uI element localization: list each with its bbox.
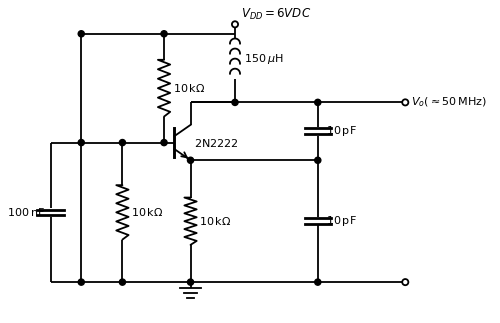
Text: $10\,\mathrm{k\Omega}$: $10\,\mathrm{k\Omega}$ (199, 215, 232, 227)
Text: $V_{DD} = 6VDC$: $V_{DD} = 6VDC$ (240, 7, 311, 22)
Text: $2\mathrm{N}2222$: $2\mathrm{N}2222$ (194, 137, 239, 149)
Text: $10\,\mathrm{pF}$: $10\,\mathrm{pF}$ (326, 214, 357, 228)
Text: $10\,\mathrm{k\Omega}$: $10\,\mathrm{k\Omega}$ (172, 82, 205, 94)
Circle shape (402, 279, 408, 285)
Circle shape (78, 31, 84, 37)
Circle shape (402, 99, 408, 105)
Circle shape (314, 99, 321, 105)
Text: $150\,\mu\mathrm{H}$: $150\,\mu\mathrm{H}$ (244, 52, 284, 66)
Text: $100\,\mathrm{nF}$: $100\,\mathrm{nF}$ (7, 206, 45, 218)
Circle shape (161, 31, 167, 37)
Circle shape (232, 21, 238, 27)
Circle shape (78, 279, 84, 285)
Circle shape (314, 279, 321, 285)
Circle shape (188, 279, 194, 285)
Text: $10\,\mathrm{pF}$: $10\,\mathrm{pF}$ (326, 124, 357, 138)
Circle shape (120, 140, 126, 146)
Text: $10\,\mathrm{k\Omega}$: $10\,\mathrm{k\Omega}$ (131, 206, 164, 218)
Circle shape (120, 279, 126, 285)
Circle shape (314, 157, 321, 163)
Circle shape (188, 157, 194, 163)
Text: $V_o(\approx 50\,\mathrm{MHz})$: $V_o(\approx 50\,\mathrm{MHz})$ (411, 96, 487, 109)
Circle shape (161, 140, 167, 146)
Circle shape (78, 140, 84, 146)
Circle shape (232, 99, 238, 105)
